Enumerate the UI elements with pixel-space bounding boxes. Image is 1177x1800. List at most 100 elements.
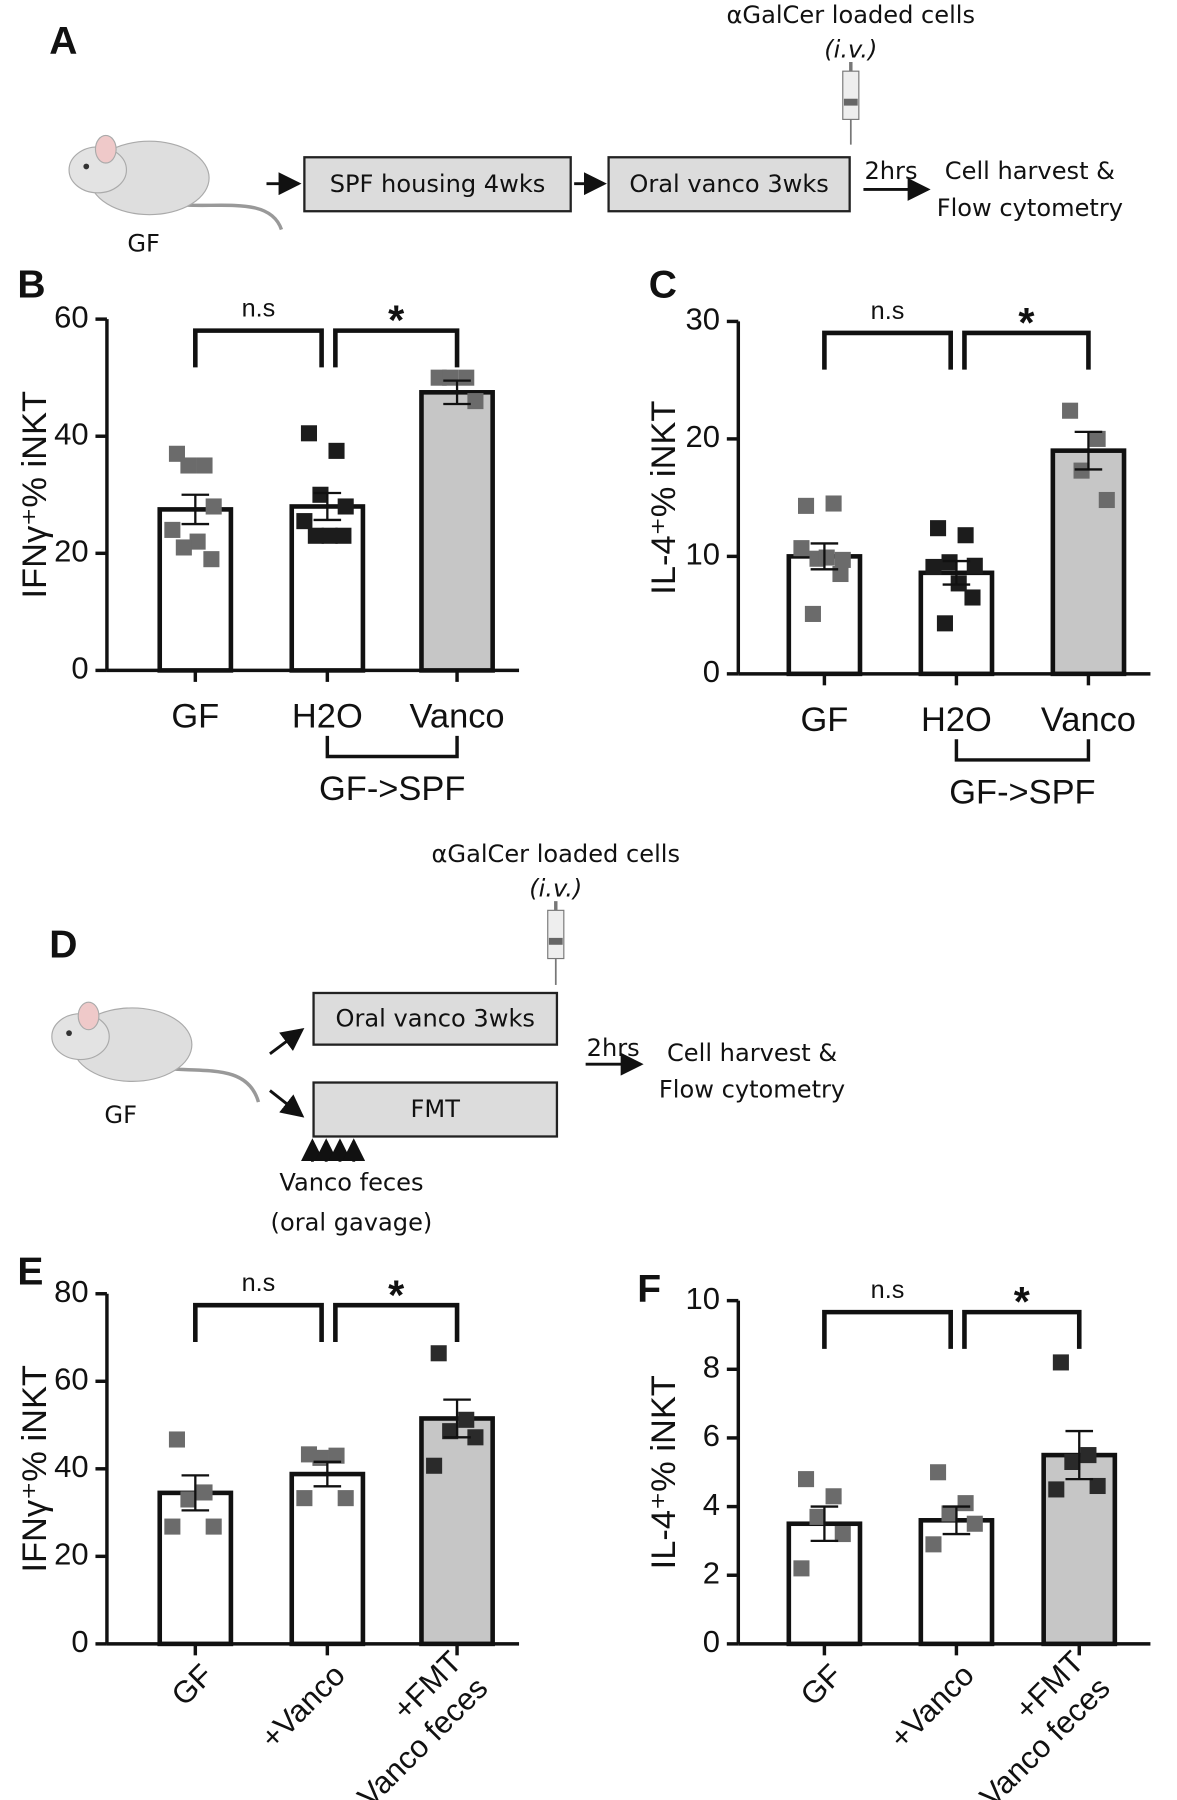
x-tick-label: GF bbox=[800, 701, 848, 739]
significance-label: n.s bbox=[242, 1269, 276, 1297]
mouse-label: GF bbox=[104, 1101, 137, 1129]
significance-bracket bbox=[822, 330, 953, 370]
y-tick-label: 10 bbox=[685, 1281, 719, 1316]
y-tick-label: 0 bbox=[703, 1624, 720, 1659]
bar bbox=[786, 554, 863, 677]
step-label: Oral vanco 3wks bbox=[336, 1004, 535, 1032]
error-bar bbox=[181, 1474, 210, 1512]
error-bar bbox=[313, 1460, 342, 1488]
data-point bbox=[1048, 1481, 1065, 1498]
panel-letter: A bbox=[49, 20, 77, 63]
readout-label: Flow cytometry bbox=[659, 1076, 845, 1104]
error-bar bbox=[443, 1398, 471, 1439]
panel-letter: F bbox=[637, 1268, 661, 1311]
data-point bbox=[957, 1495, 974, 1512]
data-point bbox=[930, 520, 947, 537]
panel-letter: B bbox=[17, 263, 45, 306]
x-tick-label: GF bbox=[171, 698, 219, 736]
route-label: (i.v.) bbox=[529, 875, 582, 903]
data-point bbox=[941, 1505, 958, 1522]
bar bbox=[419, 1416, 495, 1647]
data-point bbox=[296, 1490, 313, 1507]
data-point bbox=[825, 1488, 842, 1505]
y-tick-label: 20 bbox=[54, 534, 88, 569]
data-point bbox=[321, 527, 338, 544]
y-tick-label: 20 bbox=[54, 1537, 88, 1572]
data-point bbox=[328, 1447, 345, 1464]
y-tick-label: 60 bbox=[54, 1361, 88, 1396]
error-bar bbox=[443, 379, 471, 406]
diagram-a: A GF SPF housing 4wks Oral vanco 3wks 2h… bbox=[49, 1, 1123, 257]
panel-letter: E bbox=[17, 1251, 43, 1294]
data-point bbox=[205, 498, 222, 515]
data-point bbox=[809, 1508, 826, 1525]
x-tick-label: +Vanco bbox=[883, 1657, 981, 1755]
x-tick-label-line: GF bbox=[165, 1657, 220, 1712]
data-point bbox=[950, 575, 967, 592]
panel-letter: C bbox=[649, 263, 677, 306]
step-box bbox=[312, 1081, 559, 1138]
significance-label: n.s bbox=[871, 297, 905, 325]
x-tick-label: H2O bbox=[921, 701, 992, 739]
data-point bbox=[203, 551, 220, 568]
data-point bbox=[168, 1431, 185, 1448]
x-tick-label: Vanco bbox=[1041, 701, 1136, 739]
data-point bbox=[798, 1471, 815, 1488]
data-point bbox=[1052, 1354, 1069, 1371]
significance-bracket bbox=[333, 328, 460, 368]
arrow bbox=[269, 1089, 305, 1118]
y-tick-label: 20 bbox=[685, 419, 719, 454]
data-point bbox=[175, 539, 192, 556]
y-tick-label: 30 bbox=[685, 302, 719, 337]
data-point bbox=[936, 615, 953, 632]
syringe-icon bbox=[547, 901, 565, 985]
data-point bbox=[205, 1518, 222, 1535]
step-box bbox=[303, 156, 572, 213]
data-point bbox=[458, 369, 475, 386]
step-label: FMT bbox=[411, 1095, 461, 1123]
error-bar bbox=[1065, 1429, 1094, 1481]
data-point bbox=[189, 533, 206, 550]
wait-label: 2hrs bbox=[864, 157, 917, 185]
bar bbox=[1050, 448, 1127, 677]
mouse-icon bbox=[68, 134, 284, 231]
data-point bbox=[300, 425, 318, 442]
readout-label: Flow cytometry bbox=[937, 194, 1123, 222]
data-point bbox=[458, 1411, 475, 1428]
data-point bbox=[793, 1560, 810, 1577]
significance-bracket bbox=[962, 330, 1091, 370]
x-tick-label-line: +Vanco bbox=[254, 1657, 352, 1755]
y-tick-label: 4 bbox=[703, 1487, 720, 1522]
data-point bbox=[798, 497, 815, 514]
data-point bbox=[164, 521, 181, 538]
data-point bbox=[925, 558, 942, 575]
significance-bracket bbox=[962, 1309, 1082, 1349]
bar bbox=[419, 390, 495, 673]
route-label: (i.v.) bbox=[824, 36, 877, 64]
data-point bbox=[312, 1449, 329, 1466]
y-axis-label: IFNγ⁺% iNKT bbox=[16, 1365, 54, 1573]
y-tick-label: 40 bbox=[54, 1449, 88, 1484]
data-point bbox=[164, 1518, 181, 1535]
readout-label: Cell harvest & bbox=[945, 157, 1115, 185]
data-point bbox=[328, 442, 345, 459]
data-point bbox=[430, 1345, 447, 1362]
mouse-icon bbox=[51, 1001, 261, 1103]
y-axis-label: IFNγ⁺% iNKT bbox=[16, 391, 54, 599]
y-tick-label: 40 bbox=[54, 416, 88, 451]
group-label: GF->SPF bbox=[319, 770, 465, 808]
y-tick-label: 2 bbox=[703, 1555, 720, 1590]
error-bar bbox=[181, 493, 210, 526]
significance-label: n.s bbox=[242, 295, 276, 323]
data-point bbox=[966, 1515, 983, 1532]
data-point bbox=[957, 527, 974, 544]
injection-label: αGalCer loaded cells bbox=[727, 1, 976, 29]
data-point bbox=[834, 551, 851, 568]
x-tick-label: H2O bbox=[292, 698, 363, 736]
significance-label: n.s bbox=[871, 1276, 905, 1304]
x-tick-label-line: GF bbox=[794, 1657, 849, 1712]
error-bar bbox=[942, 559, 971, 586]
step-box bbox=[607, 156, 851, 213]
data-point bbox=[467, 393, 484, 410]
error-bar bbox=[942, 1505, 971, 1536]
